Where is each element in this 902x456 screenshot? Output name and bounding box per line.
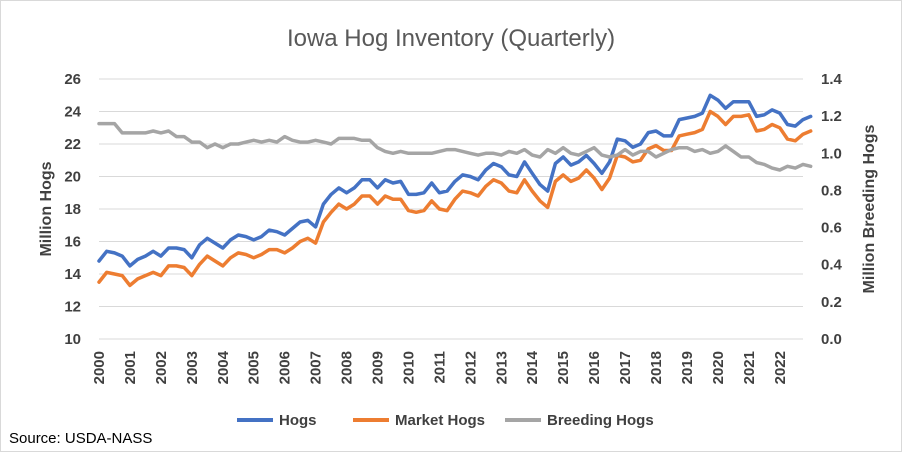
x-tick-label: 2001 xyxy=(122,351,139,384)
x-tick-label: 2013 xyxy=(493,351,510,384)
x-tick-label: 2010 xyxy=(400,351,417,384)
y2-tick-label: 1.4 xyxy=(821,71,843,88)
y-tick-label: 16 xyxy=(64,234,81,251)
y-tick-label: 24 xyxy=(64,104,81,121)
x-tick-label: 2015 xyxy=(555,351,572,384)
x-tick-label: 2007 xyxy=(308,351,325,384)
x-tick-label: 2017 xyxy=(617,351,634,384)
y2-tick-label: 0.6 xyxy=(821,220,842,237)
x-tick-label: 2011 xyxy=(431,351,448,384)
y2-tick-label: 0.0 xyxy=(821,331,842,348)
legend-label: Market Hogs xyxy=(395,412,485,429)
y-tick-label: 18 xyxy=(64,201,81,218)
y2-tick-label: 0.8 xyxy=(821,182,842,199)
x-tick-label: 2014 xyxy=(524,350,541,384)
x-tick-label: 2016 xyxy=(586,351,603,384)
left-axis-ticks: 10 12 14 16 18 20 22 24 26 xyxy=(64,71,81,348)
series-lines xyxy=(97,93,813,288)
x-axis-ticks: 2000 2001 2002 2003 2004 2005 2006 2007 2008 2009… xyxy=(91,350,789,384)
y-tick-label: 10 xyxy=(64,331,81,348)
series-line-hogs xyxy=(97,93,813,268)
source-note: Source: USDA-NASS xyxy=(9,430,152,447)
right-axis-ticks: 0.0 0.2 0.4 0.6 0.8 1.0 1.2 1.4 xyxy=(821,71,843,348)
series-line-market-hogs xyxy=(97,109,813,288)
x-tick-label: 2004 xyxy=(215,350,232,384)
chart-title: Iowa Hog Inventory (Quarterly) xyxy=(287,25,615,52)
y2-tick-label: 0.4 xyxy=(821,257,843,274)
x-tick-label: 2020 xyxy=(710,351,727,384)
legend-label: Hogs xyxy=(279,412,317,429)
y-tick-label: 12 xyxy=(64,299,81,316)
y-tick-label: 20 xyxy=(64,169,81,186)
x-tick-label: 2012 xyxy=(462,351,479,384)
series-line-breeding-hogs xyxy=(97,121,813,172)
legend-label: Breeding Hogs xyxy=(547,412,654,429)
y2-tick-label: 0.2 xyxy=(821,294,842,311)
x-tick-label: 2009 xyxy=(370,351,387,384)
y2-axis-title: Million Breeding Hogs xyxy=(861,124,878,293)
x-tick-label: 2005 xyxy=(246,351,263,384)
x-tick-label: 2022 xyxy=(772,351,789,384)
x-tick-label: 2003 xyxy=(184,351,201,384)
gridlines xyxy=(99,78,803,340)
x-tick-label: 2006 xyxy=(277,351,294,384)
legend: Hogs Market Hogs Breeding Hogs xyxy=(237,412,654,429)
y-axis-title: Million Hogs xyxy=(38,161,55,256)
y-tick-label: 22 xyxy=(64,136,81,153)
x-tick-label: 2000 xyxy=(91,351,108,384)
x-tick-label: 2008 xyxy=(339,351,356,384)
y2-tick-label: 1.0 xyxy=(821,145,842,162)
x-tick-label: 2002 xyxy=(153,351,170,384)
y-tick-label: 26 xyxy=(64,71,81,88)
x-tick-label: 2019 xyxy=(679,351,696,384)
x-tick-label: 2021 xyxy=(741,351,758,384)
y-tick-label: 14 xyxy=(64,266,81,283)
x-tick-label: 2018 xyxy=(648,351,665,384)
y2-tick-label: 1.2 xyxy=(821,108,842,125)
